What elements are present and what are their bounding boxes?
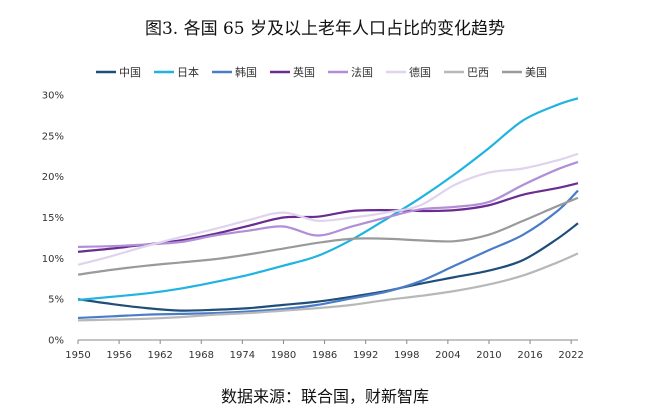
x-tick-label: 1998	[394, 350, 419, 361]
x-tick-label: 1992	[353, 350, 378, 361]
y-tick-label: 10%	[42, 254, 64, 265]
legend-label: 中国	[119, 66, 141, 79]
y-tick-label: 25%	[42, 131, 64, 142]
series-line-美国	[77, 196, 579, 276]
legend-label: 美国	[525, 66, 547, 79]
legend: 中国 日本 韩国 英国 法国 德国 巴西 美国	[96, 65, 547, 79]
x-tick-label: 1980	[271, 350, 296, 361]
y-axis: 0% 5% 10% 15% 20% 25% 30%	[42, 91, 64, 347]
y-tick-label: 30%	[42, 91, 64, 102]
x-tick-label: 2004	[435, 350, 460, 361]
x-tick-label: 1986	[312, 350, 337, 361]
source-note: 数据来源：联合国，财新智库	[220, 387, 429, 406]
x-tick-label: 1956	[106, 350, 131, 361]
x-tick-label: 2022	[558, 350, 583, 361]
legend-label: 英国	[293, 65, 315, 79]
x-tick-label: 1974	[230, 350, 255, 361]
series-line-中国	[77, 222, 579, 312]
legend-label: 法国	[351, 65, 373, 79]
legend-label: 日本	[177, 65, 199, 79]
y-tick-label: 20%	[42, 172, 64, 183]
series-line-德国	[77, 152, 579, 266]
y-tick-label: 15%	[42, 213, 64, 224]
x-tick-label: 2016	[517, 350, 542, 361]
y-tick-label: 0%	[48, 336, 64, 347]
x-tick-label: 1950	[65, 350, 90, 361]
series-line-韩国	[77, 189, 579, 320]
y-tick-label: 5%	[48, 295, 64, 306]
chart-title: 图3. 各国 65 岁及以上老年人口占比的变化趋势	[144, 19, 506, 39]
legend-label: 巴西	[467, 66, 489, 79]
legend-label: 韩国	[235, 65, 257, 79]
x-tick-label: 2010	[476, 350, 501, 361]
series-lines	[77, 97, 579, 322]
series-line-巴西	[77, 252, 579, 322]
legend-label: 德国	[409, 65, 431, 79]
x-axis: 1950 1956 1962 1968 1974 1980 1986 1992 1998 2004…	[65, 339, 584, 361]
series-line-法国	[77, 160, 579, 248]
series-line-日本	[77, 97, 579, 302]
x-tick-label: 1962	[147, 350, 172, 361]
x-tick-label: 1968	[189, 350, 214, 361]
